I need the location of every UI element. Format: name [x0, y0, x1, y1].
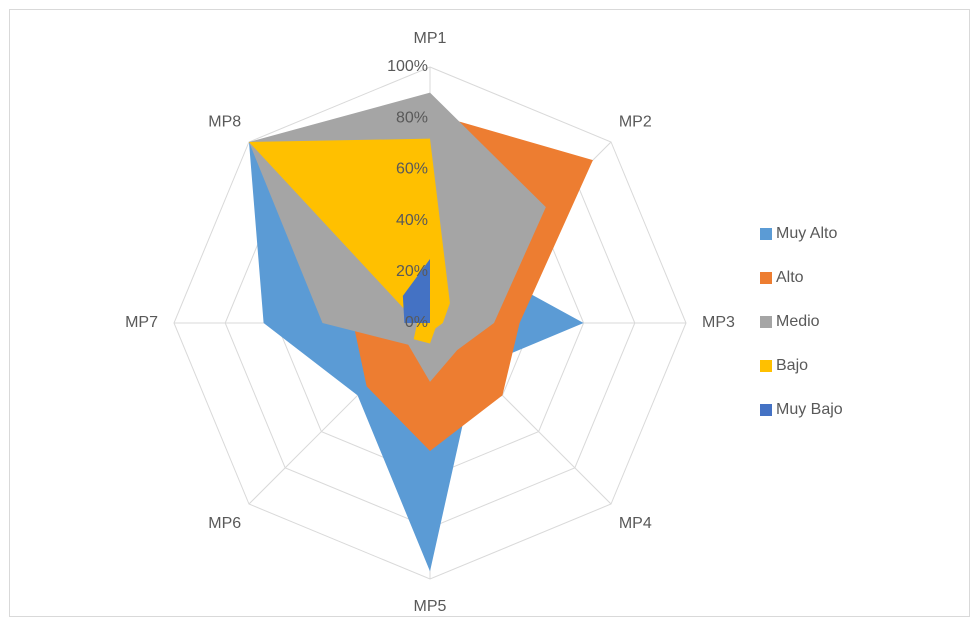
tick-label: 0% — [405, 314, 428, 331]
legend-swatch — [760, 360, 772, 372]
category-label: MP3 — [702, 314, 735, 331]
category-label: MP8 — [208, 113, 241, 130]
legend-label: Muy Bajo — [776, 401, 843, 418]
category-label: MP6 — [208, 515, 241, 532]
legend-label: Alto — [776, 269, 804, 286]
category-label: MP1 — [414, 30, 447, 47]
tick-label: 60% — [396, 161, 428, 178]
legend-swatch — [760, 316, 772, 328]
tick-label: 20% — [396, 263, 428, 280]
category-label: MP7 — [125, 314, 158, 331]
tick-label: 100% — [387, 58, 428, 75]
series-area — [248, 138, 450, 344]
legend-swatch — [760, 272, 772, 284]
legend-swatch — [760, 228, 772, 240]
series-area — [402, 259, 430, 323]
legend-label: Medio — [776, 313, 820, 330]
legend-swatch — [760, 404, 772, 416]
category-label: MP5 — [414, 598, 447, 615]
category-label: MP4 — [619, 515, 652, 532]
legend-label: Bajo — [776, 357, 808, 374]
legend-label: Muy Alto — [776, 225, 837, 242]
tick-label: 80% — [396, 109, 428, 126]
category-label: MP2 — [619, 113, 652, 130]
tick-label: 40% — [396, 212, 428, 229]
